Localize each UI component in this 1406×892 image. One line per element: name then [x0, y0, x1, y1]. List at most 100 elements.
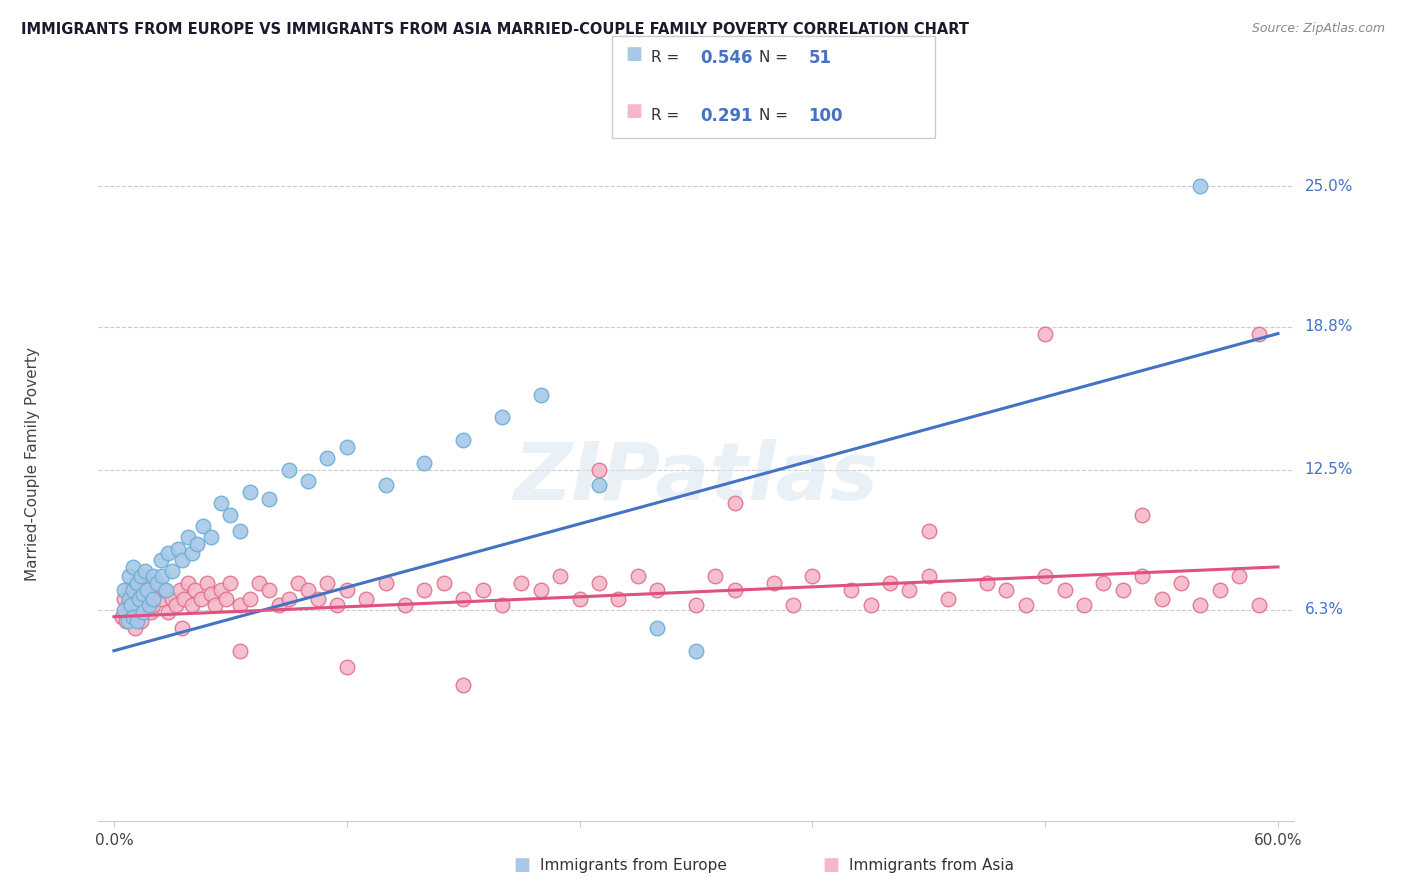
Point [297, 474, 319, 488]
Point [918, 524, 941, 538]
Text: 18.8%: 18.8% [1305, 319, 1353, 334]
Point [117, 615, 139, 629]
Text: Immigrants from Asia: Immigrants from Asia [849, 858, 1014, 872]
Point [976, 575, 998, 590]
Point [135, 582, 157, 597]
Point [918, 569, 941, 583]
Point [127, 575, 149, 590]
Point [297, 582, 319, 597]
Text: ■: ■ [513, 856, 530, 874]
Point [607, 591, 630, 606]
Point [491, 599, 513, 613]
Point [190, 591, 212, 606]
Point [112, 603, 135, 617]
Text: N =: N = [759, 109, 793, 123]
Point [135, 575, 157, 590]
Text: Immigrants from Europe: Immigrants from Europe [540, 858, 727, 872]
Point [157, 605, 180, 619]
Point [316, 451, 339, 466]
Point [724, 496, 747, 510]
Point [879, 575, 901, 590]
Point [249, 575, 271, 590]
Point [186, 537, 208, 551]
Point [451, 678, 474, 692]
Text: 51: 51 [808, 49, 831, 67]
Point [588, 462, 610, 476]
Point [354, 591, 377, 606]
Point [145, 587, 167, 601]
Point [451, 591, 474, 606]
Point [132, 605, 155, 619]
Point [200, 587, 222, 601]
Point [548, 569, 571, 583]
Point [762, 575, 785, 590]
Point [491, 410, 513, 425]
Point [336, 440, 359, 454]
Text: 12.5%: 12.5% [1305, 462, 1353, 477]
Point [316, 575, 339, 590]
Point [111, 609, 134, 624]
Point [413, 456, 436, 470]
Text: 0.546: 0.546 [700, 49, 752, 67]
Point [118, 582, 141, 597]
Point [127, 591, 149, 606]
Point [1112, 582, 1135, 597]
Point [209, 496, 232, 510]
Point [433, 575, 456, 590]
Point [471, 582, 494, 597]
Point [118, 591, 141, 606]
Point [132, 587, 155, 601]
Point [336, 659, 359, 673]
Point [132, 582, 155, 597]
Point [257, 491, 280, 506]
Point [169, 582, 191, 597]
Point [568, 591, 591, 606]
Text: 100: 100 [808, 107, 844, 125]
Point [160, 565, 183, 579]
Point [257, 582, 280, 597]
Text: ■: ■ [823, 856, 839, 874]
Point [645, 621, 668, 635]
Point [413, 582, 436, 597]
Point [117, 599, 139, 613]
Point [142, 599, 165, 613]
Point [138, 599, 160, 613]
Point [1209, 582, 1232, 597]
Point [307, 591, 329, 606]
Point [1015, 599, 1038, 613]
Point [1247, 599, 1270, 613]
Point [724, 582, 747, 597]
Point [239, 591, 262, 606]
Point [155, 582, 177, 597]
Point [645, 582, 668, 597]
Text: ■: ■ [626, 103, 643, 120]
Point [215, 591, 238, 606]
Point [167, 541, 190, 556]
Point [859, 599, 882, 613]
Point [1170, 575, 1192, 590]
Point [129, 569, 152, 583]
Point [936, 591, 959, 606]
Point [165, 599, 187, 613]
Point [229, 524, 252, 538]
Point [530, 582, 553, 597]
Point [122, 560, 145, 574]
Point [1189, 599, 1212, 613]
Point [1189, 179, 1212, 194]
Point [149, 591, 172, 606]
Point [173, 591, 195, 606]
Point [127, 615, 149, 629]
Point [120, 609, 142, 624]
Text: IMMIGRANTS FROM EUROPE VS IMMIGRANTS FROM ASIA MARRIED-COUPLE FAMILY POVERTY COR: IMMIGRANTS FROM EUROPE VS IMMIGRANTS FRO… [21, 22, 969, 37]
Point [704, 569, 727, 583]
Point [142, 591, 165, 606]
Point [1053, 582, 1076, 597]
Point [170, 621, 193, 635]
Point [685, 644, 707, 658]
Point [152, 569, 174, 583]
Point [326, 599, 349, 613]
Text: 6.3%: 6.3% [1305, 602, 1344, 617]
Point [118, 569, 141, 583]
Point [1150, 591, 1173, 606]
Point [277, 462, 299, 476]
